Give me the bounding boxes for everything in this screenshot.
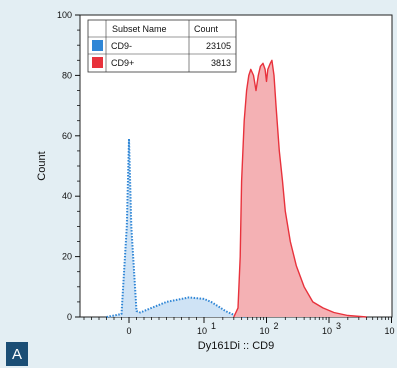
y-tick-label: 80: [62, 70, 72, 80]
y-tick-label: 60: [62, 131, 72, 141]
x-tick-label: 10: [384, 326, 394, 336]
legend-row-name: CD9-: [111, 41, 132, 51]
series-area-1: [233, 60, 367, 318]
x-tick-exponent: 3: [336, 321, 341, 331]
y-tick-label: 20: [62, 252, 72, 262]
x-tick-label: 10: [322, 326, 332, 336]
x-axis: 0101102103104: [83, 317, 395, 336]
x-tick-label: 0: [126, 326, 131, 336]
legend-frame: [87, 19, 237, 73]
legend-header-count: Count: [194, 24, 219, 34]
series-layer: [106, 59, 367, 318]
y-tick-label: 0: [67, 312, 72, 322]
panel-label: A: [6, 342, 28, 366]
x-tick-exponent: 2: [274, 321, 279, 331]
y-tick-label: 40: [62, 191, 72, 201]
legend-row-count: 23105: [206, 41, 231, 51]
legend-swatch-cd9-neg: [92, 40, 103, 51]
x-tick-exponent: 1: [211, 321, 216, 331]
legend-table: Subset Name Count CD9- 23105 CD9+ 3813: [87, 19, 237, 73]
y-axis-title: Count: [36, 151, 48, 180]
series-line-0: [106, 137, 246, 318]
y-axis: 0 20 40 60 80 100: [57, 10, 80, 322]
legend-swatch-cd9-pos: [92, 57, 103, 68]
x-tick-label: 10: [197, 326, 207, 336]
legend-row-count: 3813: [211, 58, 231, 68]
legend-row-name: CD9+: [111, 58, 134, 68]
legend-header-name: Subset Name: [112, 24, 167, 34]
x-tick-label: 10: [259, 326, 269, 336]
y-tick-label: 100: [57, 10, 72, 20]
x-axis-title: Dy161Di :: CD9: [198, 340, 274, 352]
series-line-1: [233, 59, 367, 318]
